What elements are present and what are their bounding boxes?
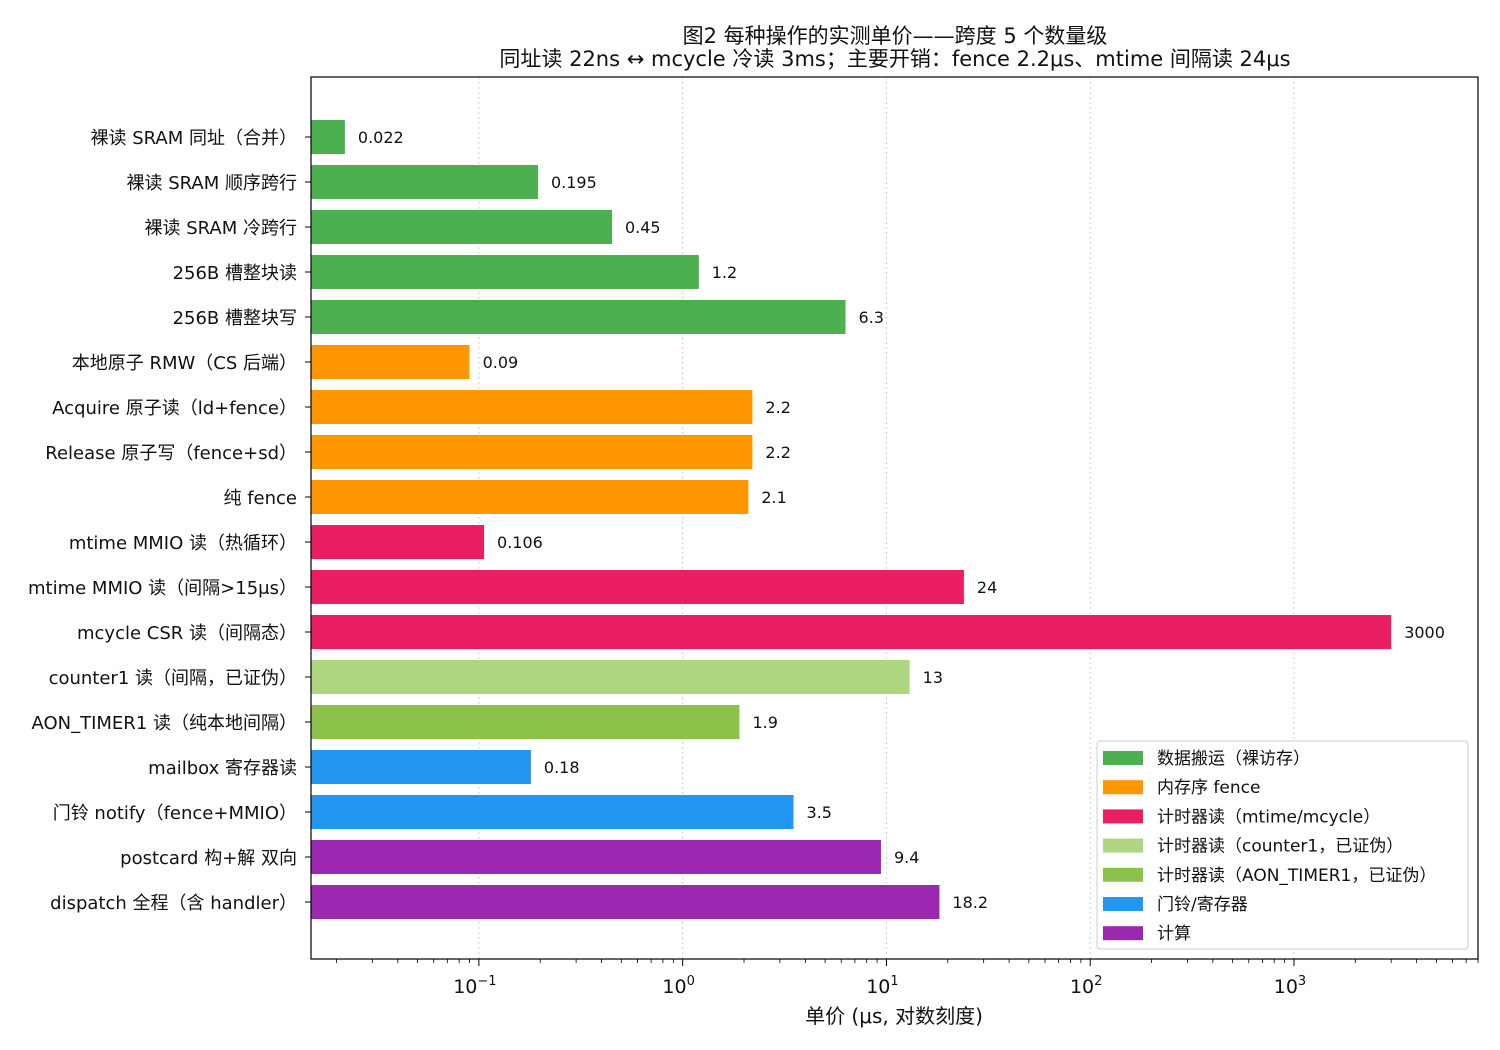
- bar-value-label: 18.2: [952, 893, 988, 912]
- legend-swatch: [1103, 780, 1143, 795]
- chart-title: 图2 每种操作的实测单价——跨度 5 个数量级: [683, 24, 1108, 48]
- legend-swatch: [1103, 897, 1143, 911]
- bar: [311, 615, 1392, 649]
- y-category-label: AON_TIMER1 读（纯本地间隔）: [31, 713, 297, 734]
- bar: [311, 795, 794, 829]
- bar-value-label: 3.5: [807, 803, 832, 822]
- x-axis-ticks: 10−1 100 101 102 103: [336, 959, 1479, 998]
- bar-value-label: 0.09: [483, 353, 519, 372]
- legend-label: 门铃/寄存器: [1157, 895, 1248, 915]
- y-category-label: counter1 读（间隔，已证伪）: [49, 668, 297, 689]
- legend: 数据搬运（裸访存） 内存序 fence 计时器读（mtime/mcycle） 计时器读…: [1096, 740, 1469, 950]
- x-tick-label: 103: [1274, 974, 1306, 998]
- legend-label: 计时器读（AON_TIMER1，已证伪）: [1157, 866, 1436, 886]
- y-category-label: Release 原子写（fence+sd）: [45, 443, 297, 464]
- x-tick-label: 101: [866, 974, 898, 998]
- bar: [311, 885, 940, 919]
- legend-label: 内存序 fence: [1157, 778, 1260, 798]
- bar-value-label: 1.9: [752, 713, 777, 732]
- bar: [311, 660, 910, 694]
- bar: [311, 705, 740, 739]
- bar: [311, 480, 749, 514]
- bar-value-label: 6.3: [859, 308, 884, 327]
- y-category-label: mtime MMIO 读（间隔>15μs）: [28, 578, 297, 599]
- legend-box: [1096, 740, 1469, 950]
- legend-label: 数据搬运（裸访存）: [1157, 749, 1310, 769]
- bar: [311, 435, 753, 469]
- bar-value-label: 9.4: [894, 848, 919, 867]
- bar: [311, 345, 470, 379]
- y-category-label: mcycle CSR 读（间隔态）: [77, 623, 297, 644]
- plot-frame: [310, 76, 1479, 960]
- bar: [311, 120, 345, 154]
- bar-value-label: 3000: [1404, 623, 1445, 642]
- y-category-label: 256B 槽整块读: [173, 263, 297, 284]
- y-category-label: mtime MMIO 读（热循环）: [69, 533, 297, 554]
- bar-value-label: 24: [977, 578, 997, 597]
- y-category-label: 本地原子 RMW（CS 后端）: [72, 353, 297, 374]
- legend-label: 计时器读（mtime/mcycle）: [1157, 807, 1380, 827]
- bar-value-label: 0.195: [551, 173, 597, 192]
- y-category-label: 纯 fence: [223, 488, 297, 509]
- legend-swatch: [1103, 751, 1143, 765]
- bar-value-label: 2.2: [765, 443, 790, 462]
- y-category-label: 门铃 notify（fence+MMIO）: [53, 803, 297, 824]
- y-category-label: 裸读 SRAM 同址（合并）: [91, 128, 298, 149]
- chart-subtitle: 同址读 22ns ↔ mcycle 冷读 3ms；主要开销：fence 2.2μ…: [499, 47, 1290, 71]
- y-category-label: 256B 槽整块写: [173, 308, 297, 329]
- x-tick-label: 10−1: [453, 974, 496, 998]
- legend-swatch: [1103, 838, 1143, 853]
- bars: [311, 120, 1392, 919]
- x-tick-label: 102: [1070, 974, 1102, 998]
- legend-label: 计算: [1157, 924, 1191, 944]
- bar: [311, 255, 699, 289]
- bar: [311, 390, 753, 424]
- bar-value-label: 0.022: [358, 128, 404, 147]
- x-tick-label: 100: [662, 974, 694, 998]
- legend-swatch: [1103, 926, 1143, 941]
- bar-value-label: 13: [923, 668, 943, 687]
- bar: [311, 750, 531, 784]
- bar-value-labels: 0.022 0.195 0.45 1.2 6.3 0.09 2.2 2.2 2.1 0.106 24…: [358, 128, 1445, 912]
- legend-swatch: [1103, 867, 1143, 882]
- bar-value-label: 2.1: [761, 488, 786, 507]
- y-category-label: 裸读 SRAM 冷跨行: [145, 218, 298, 239]
- legend-swatch: [1103, 809, 1143, 824]
- y-category-label: dispatch 全程（含 handler）: [50, 893, 297, 914]
- bar-value-label: 2.2: [765, 398, 790, 417]
- bar-value-label: 1.2: [712, 263, 737, 282]
- bar: [311, 300, 846, 334]
- y-category-label: mailbox 寄存器读: [148, 758, 297, 779]
- bar-value-label: 0.106: [497, 533, 543, 552]
- y-category-label: 裸读 SRAM 顺序跨行: [127, 173, 298, 194]
- bar-value-label: 0.45: [625, 218, 661, 237]
- bar-value-label: 0.18: [544, 758, 580, 777]
- y-category-label: postcard 构+解 双向: [120, 848, 297, 869]
- bar: [311, 840, 881, 874]
- x-axis-label: 单价 (μs, 对数刻度): [805, 1004, 983, 1028]
- bar: [311, 210, 612, 244]
- legend-label: 计时器读（counter1，已证伪）: [1157, 837, 1403, 857]
- y-category-label: Acquire 原子读（ld+fence）: [52, 398, 297, 419]
- bar: [311, 570, 964, 604]
- bar: [311, 525, 485, 559]
- bar: [311, 165, 538, 199]
